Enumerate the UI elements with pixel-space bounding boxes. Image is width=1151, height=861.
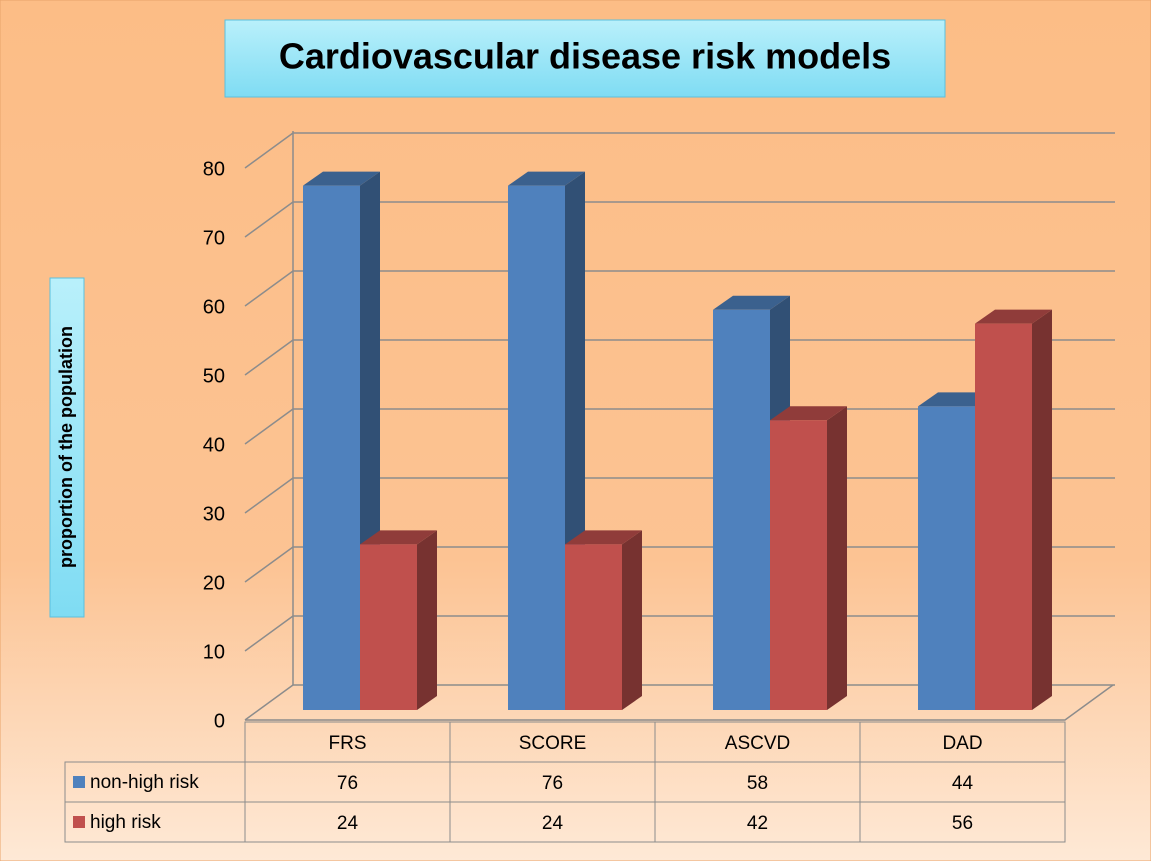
bar-front bbox=[770, 420, 827, 710]
table-value: 24 bbox=[337, 813, 359, 834]
y-tick-label: 0 bbox=[214, 710, 225, 732]
legend-label: non-high risk bbox=[90, 772, 199, 793]
bar-front bbox=[508, 185, 565, 711]
bar-side bbox=[1032, 309, 1052, 710]
grid-line-side bbox=[244, 339, 294, 376]
bar-side bbox=[827, 406, 847, 710]
legend-label: high risk bbox=[90, 812, 161, 833]
bar-top bbox=[508, 171, 585, 186]
bar-top bbox=[360, 530, 437, 545]
y-tick-label: 80 bbox=[203, 158, 225, 180]
y-tick-label: 50 bbox=[203, 365, 225, 387]
table-value: 58 bbox=[747, 773, 768, 794]
bar-front bbox=[713, 309, 770, 710]
y-label-box bbox=[49, 277, 85, 618]
bar-front bbox=[565, 544, 622, 710]
grid-line-side bbox=[244, 477, 294, 514]
bar-side bbox=[417, 530, 437, 710]
table-value: 44 bbox=[952, 773, 974, 794]
grid-line-side bbox=[244, 684, 294, 721]
bar-front bbox=[303, 185, 360, 711]
grid-line-side bbox=[244, 132, 294, 169]
grid-line-side bbox=[244, 201, 294, 238]
y-tick-label: 70 bbox=[203, 227, 225, 249]
bar bbox=[770, 406, 847, 710]
bar-front bbox=[360, 544, 417, 710]
bar-top bbox=[565, 530, 642, 545]
x-tick-label: FRS bbox=[329, 733, 367, 754]
bar-top bbox=[713, 295, 790, 310]
grid-line-side bbox=[244, 408, 294, 445]
bar bbox=[565, 530, 642, 710]
table-row bbox=[64, 801, 1066, 843]
floor bbox=[245, 684, 1114, 721]
grid-line-side bbox=[244, 615, 294, 652]
chart-title: Cardiovascular disease risk models bbox=[279, 36, 891, 77]
bar-top bbox=[975, 309, 1052, 324]
x-tick-label: ASCVD bbox=[725, 733, 790, 754]
bar bbox=[975, 309, 1052, 710]
table-value: 76 bbox=[337, 773, 358, 794]
y-tick-label: 60 bbox=[203, 296, 225, 318]
table-value: 56 bbox=[952, 813, 973, 834]
bar bbox=[360, 530, 437, 710]
grid-line-side bbox=[244, 270, 294, 307]
y-tick-label: 40 bbox=[203, 434, 225, 456]
bar-front bbox=[975, 323, 1032, 710]
y-tick-label: 20 bbox=[203, 572, 225, 594]
x-tick-label: SCORE bbox=[519, 733, 587, 754]
x-tick-label: DAD bbox=[942, 733, 982, 754]
legend-swatch bbox=[73, 816, 85, 828]
title-box bbox=[224, 19, 946, 98]
table-value: 76 bbox=[542, 773, 563, 794]
bar-top bbox=[303, 171, 380, 186]
table-value: 24 bbox=[542, 813, 564, 834]
y-tick-label: 10 bbox=[203, 641, 225, 663]
table-value: 42 bbox=[747, 813, 768, 834]
bar-front bbox=[918, 406, 975, 710]
grid-line-side bbox=[244, 546, 294, 583]
bar-top bbox=[770, 406, 847, 421]
legend-swatch bbox=[73, 776, 85, 788]
y-axis-label: proportion of the population bbox=[56, 326, 76, 568]
bar-side bbox=[622, 530, 642, 710]
y-tick-label: 30 bbox=[203, 503, 225, 525]
